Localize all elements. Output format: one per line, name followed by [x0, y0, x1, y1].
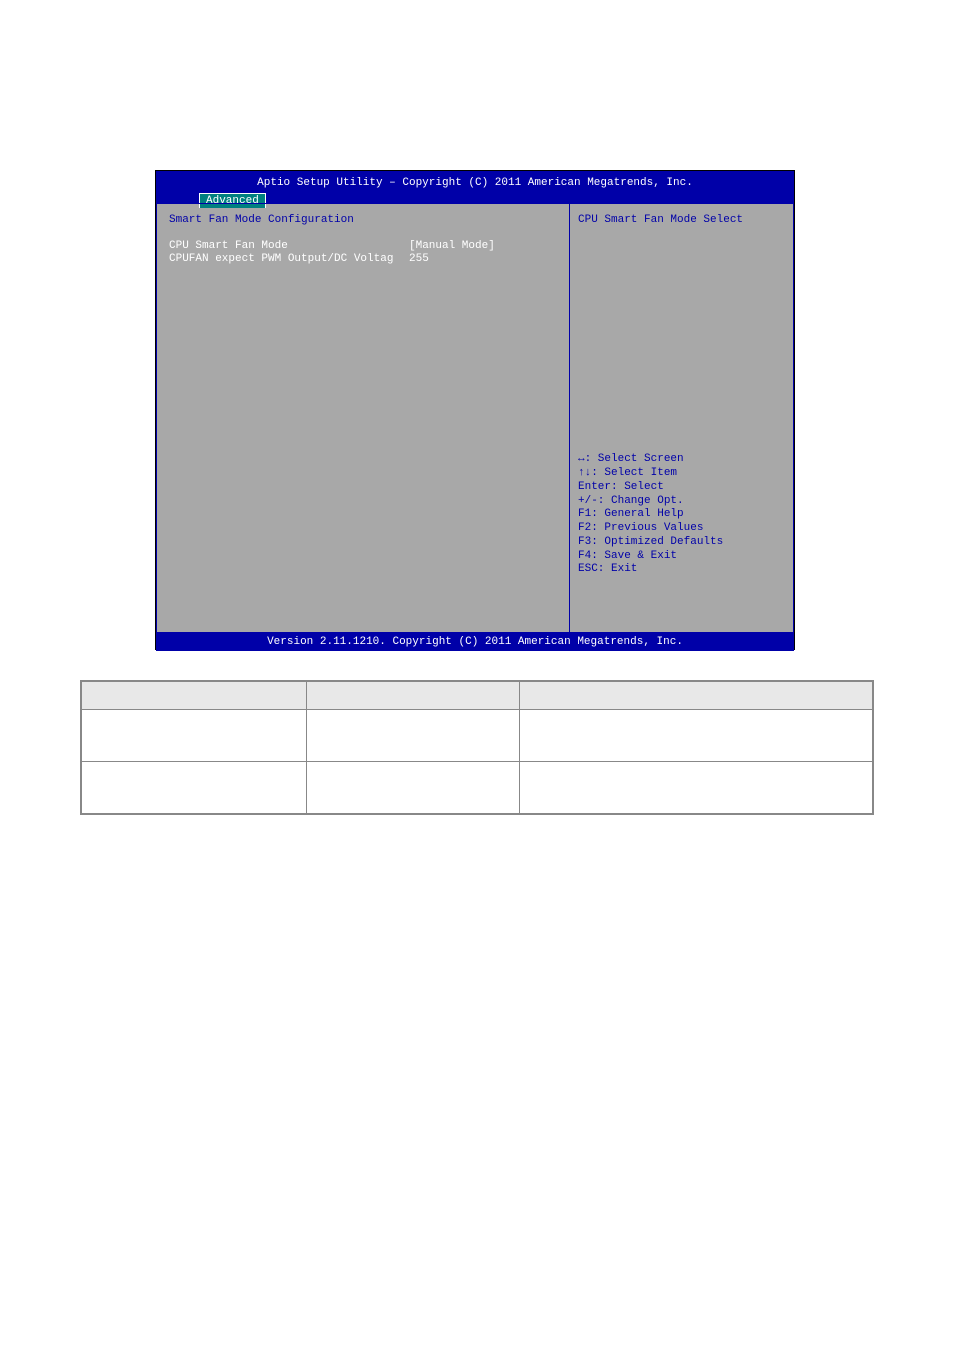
options-table — [80, 680, 874, 815]
bios-footer: Version 2.11.1210. Copyright (C) 2011 Am… — [156, 633, 794, 651]
bios-main-panel: Smart Fan Mode Configuration CPU Smart F… — [156, 203, 569, 633]
nav-previous-values: F2: Previous Values — [578, 522, 785, 536]
table-cell — [520, 710, 873, 762]
nav-optimized-defaults: F3: Optimized Defaults — [578, 536, 785, 550]
table-header — [307, 682, 520, 710]
nav-enter: Enter: Select — [578, 481, 785, 495]
table-header — [82, 682, 307, 710]
setting-row[interactable]: CPUFAN expect PWM Output/DC Voltag 255 — [169, 253, 557, 265]
nav-general-help: F1: General Help — [578, 508, 785, 522]
nav-esc-exit: ESC: Exit — [578, 563, 785, 577]
setting-label: CPU Smart Fan Mode — [169, 240, 409, 252]
nav-select-screen: ↔: Select Screen — [578, 453, 785, 467]
nav-change-opt: +/-: Change Opt. — [578, 495, 785, 509]
table — [81, 681, 873, 814]
table-cell — [307, 710, 520, 762]
bios-body: Smart Fan Mode Configuration CPU Smart F… — [156, 203, 794, 633]
bios-title: Aptio Setup Utility – Copyright (C) 2011… — [164, 175, 786, 191]
table-row — [82, 762, 873, 814]
table-cell — [82, 710, 307, 762]
help-text: CPU Smart Fan Mode Select — [578, 214, 785, 226]
spacer — [578, 226, 785, 453]
table-cell — [307, 762, 520, 814]
setting-value: [Manual Mode] — [409, 240, 557, 252]
setting-value: 255 — [409, 253, 557, 265]
bios-window: Aptio Setup Utility – Copyright (C) 2011… — [155, 170, 795, 650]
table-header-row — [82, 682, 873, 710]
setting-label: CPUFAN expect PWM Output/DC Voltag — [169, 253, 409, 265]
section-header: Smart Fan Mode Configuration — [169, 214, 557, 226]
nav-select-item: ↑↓: Select Item — [578, 467, 785, 481]
bios-header: Aptio Setup Utility – Copyright (C) 2011… — [156, 171, 794, 203]
nav-help: ↔: Select Screen ↑↓: Select Item Enter: … — [578, 453, 785, 577]
nav-save-exit: F4: Save & Exit — [578, 550, 785, 564]
bios-help-panel: CPU Smart Fan Mode Select ↔: Select Scre… — [569, 203, 794, 633]
setting-row[interactable]: CPU Smart Fan Mode [Manual Mode] — [169, 240, 557, 252]
table-header — [520, 682, 873, 710]
table-row — [82, 710, 873, 762]
table-cell — [82, 762, 307, 814]
table-cell — [520, 762, 873, 814]
